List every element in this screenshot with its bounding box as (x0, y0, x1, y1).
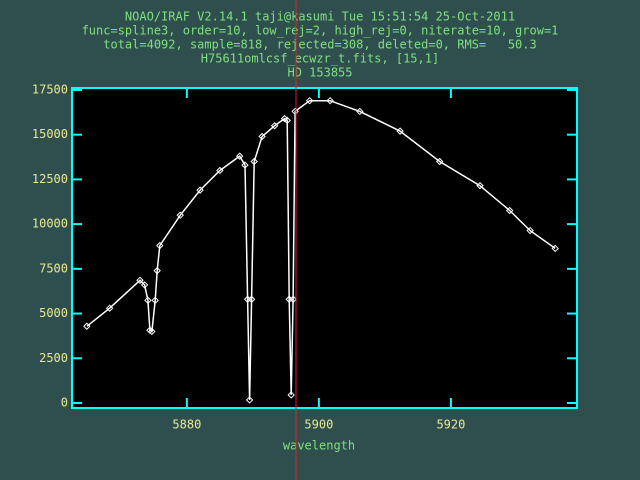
point (151, 296, 159, 305)
axes-frame (71, 87, 578, 409)
x-tick-label: 5900 (304, 418, 333, 432)
point (196, 186, 204, 194)
point (476, 181, 484, 190)
point (148, 327, 156, 336)
point (396, 127, 404, 135)
point (250, 157, 258, 166)
point (235, 152, 244, 160)
title-line: total=4092, sample=818, rejected=308, de… (103, 38, 536, 52)
point (526, 226, 534, 235)
point (326, 96, 334, 105)
point (551, 244, 559, 253)
point (153, 266, 161, 275)
title-line: NOAO/IRAF V2.14.1 taji@kasumi Tue 15:51:… (125, 10, 515, 24)
point (305, 96, 314, 105)
plot-area (72, 88, 577, 408)
y-tick-label: 5000 (39, 306, 68, 320)
title-block: NOAO/IRAF V2.14.1 taji@kasumi Tue 15:51:… (82, 10, 559, 80)
point (83, 322, 91, 330)
point (245, 396, 254, 404)
point (287, 391, 295, 399)
title-line: HD 153855 (287, 66, 352, 80)
point (291, 107, 299, 116)
point (435, 157, 444, 166)
x-tick-label: 5880 (172, 418, 201, 432)
point (140, 281, 149, 289)
point (258, 132, 266, 141)
y-tick-label: 12500 (32, 172, 68, 186)
x-axis-label: wavelength (283, 439, 355, 453)
point (241, 161, 249, 169)
y-tick-label: 0 (61, 395, 68, 409)
point (505, 206, 514, 215)
x-tick-label: 5920 (436, 418, 465, 432)
point (146, 326, 154, 334)
y-tick-label: 7500 (39, 261, 68, 275)
title-line: H75611omlcsf_ecwzr_t.fits, [15,1] (201, 52, 439, 66)
point (216, 166, 224, 175)
point (356, 107, 364, 116)
title-line: func=spline3, order=10, low_rej=2, high_… (82, 24, 559, 38)
point (136, 276, 144, 284)
y-tick-label: 2500 (39, 351, 68, 365)
point (176, 211, 184, 219)
point (270, 122, 279, 130)
point (156, 241, 164, 250)
point (247, 295, 256, 303)
y-tick-label: 15000 (32, 127, 68, 141)
point (283, 116, 291, 125)
point (105, 304, 114, 312)
point (144, 296, 152, 305)
y-tick-label: 17500 (32, 82, 68, 96)
point (289, 295, 297, 303)
y-tick-label: 10000 (32, 217, 68, 231)
